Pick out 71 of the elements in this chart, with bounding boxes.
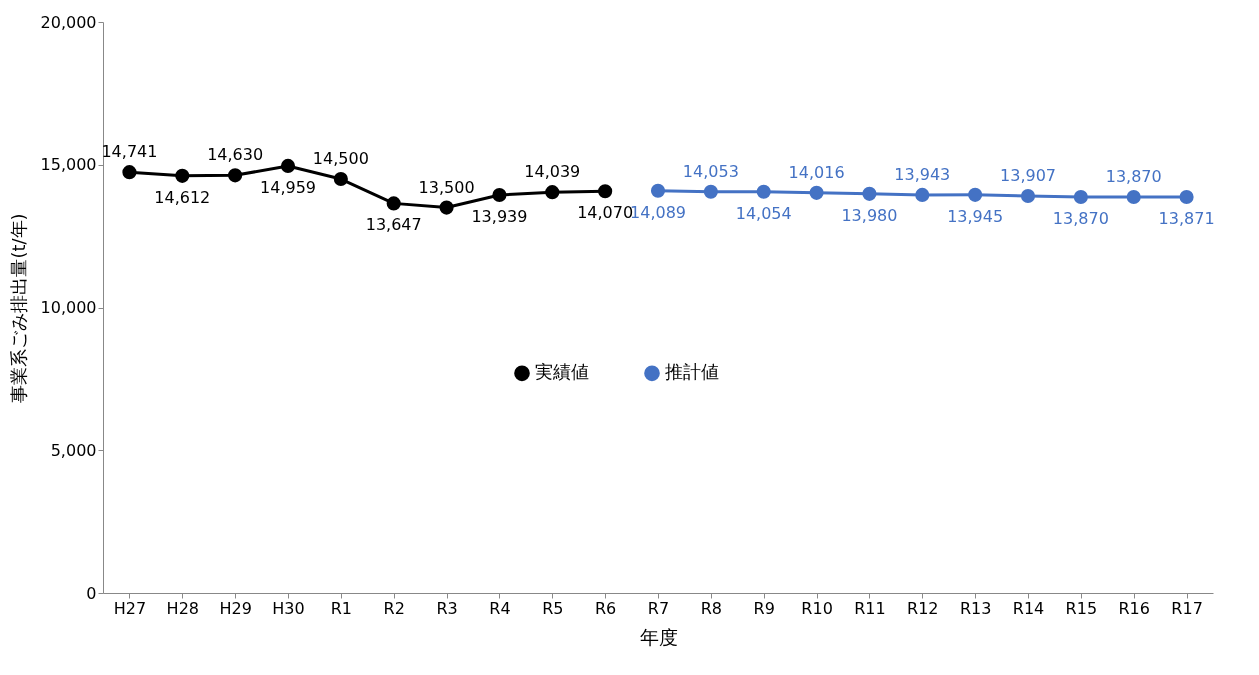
point (1020, 188, 1036, 204)
x-tick-label: R16 (1118, 598, 1150, 618)
data-label: 13,500 (418, 177, 475, 197)
x-tick-label: R17 (1171, 598, 1203, 618)
point (545, 185, 560, 200)
x-tick-label: H30 (272, 598, 305, 618)
data-label: 14,089 (630, 202, 686, 222)
y-tick-label: 0 (86, 583, 97, 603)
point (1126, 189, 1141, 205)
x-tick-label: H27 (113, 598, 147, 618)
y-axis-title: 事業系ごみ排出量(t/年) (7, 213, 29, 403)
data-label: 13,647 (365, 215, 422, 235)
legend-label: 推計値 (665, 361, 719, 383)
x-tick-label: R1 (330, 598, 353, 618)
point (492, 187, 507, 203)
x-tick-label: R15 (1065, 598, 1098, 618)
data-label: 14,959 (260, 177, 316, 197)
x-tick-label: R5 (542, 598, 564, 618)
data-label: 14,630 (207, 145, 264, 165)
point (650, 183, 666, 198)
data-label: 14,054 (735, 203, 792, 223)
data-label: 14,039 (524, 162, 581, 182)
y-tick-label: 15,000 (40, 155, 97, 175)
point (968, 187, 983, 202)
point (175, 168, 190, 183)
x-tick-label: R9 (753, 598, 775, 618)
data-label: 13,980 (841, 205, 898, 225)
y-tick-label: 20,000 (40, 12, 97, 32)
data-label: 14,053 (682, 161, 739, 181)
point (598, 184, 613, 199)
x-tick-label: R2 (383, 598, 405, 618)
point (703, 184, 718, 199)
point (122, 165, 137, 180)
x-tick-label: R11 (854, 598, 886, 618)
x-tick-label: R14 (1012, 598, 1045, 618)
legend-label: 実績値 (535, 361, 589, 383)
point (386, 196, 401, 211)
point (915, 187, 930, 202)
x-tick-label: H29 (219, 598, 252, 618)
point (228, 168, 243, 183)
x-tick-label: R13 (959, 598, 992, 618)
point (756, 184, 771, 199)
point (280, 158, 296, 173)
x-tick-label: R10 (801, 598, 833, 618)
data-label: 13,871 (1158, 208, 1215, 228)
data-label: 14,612 (154, 187, 211, 207)
x-tick-label: R3 (436, 598, 458, 618)
point (1073, 189, 1088, 205)
data-label: 13,870 (1105, 167, 1162, 187)
x-axis-title: 年度 (639, 625, 678, 648)
x-tick-label: R4 (489, 598, 511, 618)
x-tick-label: R6 (594, 598, 617, 618)
data-label: 14,016 (788, 162, 845, 182)
point (862, 186, 877, 201)
data-label: 13,945 (947, 206, 1004, 226)
point (439, 200, 454, 215)
y-tick-label: 10,000 (40, 298, 97, 317)
data-label: 13,870 (1052, 209, 1109, 229)
x-tick-label: H28 (166, 598, 199, 618)
point (333, 171, 348, 187)
y-tick-label: 5,000 (50, 440, 97, 460)
data-label: 13,943 (894, 164, 951, 184)
data-label: 14,500 (312, 149, 369, 169)
data-label: 13,907 (1000, 165, 1056, 185)
data-label: 13,939 (471, 207, 528, 227)
data-label: 14,741 (101, 142, 158, 162)
x-tick-label: R8 (700, 598, 723, 618)
x-tick-label: R12 (907, 598, 939, 618)
x-tick-label: R7 (647, 598, 670, 618)
point (1179, 189, 1194, 205)
point (809, 185, 824, 200)
